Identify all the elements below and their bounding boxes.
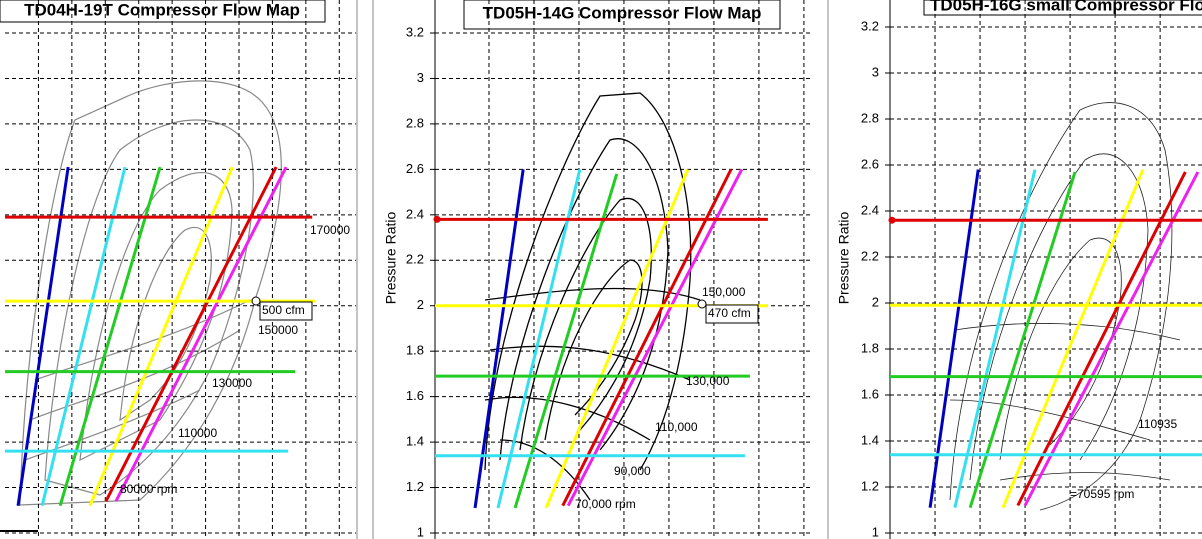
annotation: =70595 rpm — [1070, 487, 1134, 501]
annotation: 130,000 — [686, 374, 730, 388]
line — [114, 166, 288, 502]
y-tick-label: 3.2 — [861, 18, 879, 33]
line — [1001, 169, 1145, 509]
chart-title: TD05H-14G Compressor Flow Map — [483, 3, 762, 22]
annotation-box — [705, 304, 759, 324]
line — [104, 166, 278, 502]
y-tick-label: 1.6 — [406, 388, 424, 403]
series-group — [5, 166, 316, 507]
line — [544, 168, 690, 509]
line — [1016, 171, 1187, 507]
y-tick-label: 2.2 — [406, 252, 424, 267]
line — [16, 166, 70, 506]
annotation: 130000 — [212, 376, 252, 390]
line — [928, 169, 980, 508]
line — [88, 166, 234, 507]
y-axis-label: Pressure Ratio — [383, 211, 399, 304]
y-tick-label: 2.6 — [406, 161, 424, 176]
series-group — [890, 169, 1202, 509]
y-tick-label: 1 — [417, 524, 424, 539]
y-tick-label: 3 — [872, 64, 879, 79]
y-tick-label: 2.8 — [406, 115, 424, 130]
annotation: 90,000 — [614, 464, 651, 478]
y-tick-label: 1.2 — [406, 479, 424, 494]
contours-3 — [949, 102, 1181, 511]
y-tick-label: 1.4 — [861, 432, 879, 447]
y-tick-label: 1.4 — [406, 434, 424, 449]
y-tick-label: 3 — [417, 70, 424, 85]
line — [561, 168, 733, 507]
chart-title: TD05H-16G small Compressor Flow Map — [930, 0, 1202, 14]
y-tick-label: 2 — [417, 297, 424, 312]
line — [58, 166, 162, 507]
line — [953, 169, 1037, 509]
y-tick-label: 1.6 — [861, 386, 879, 401]
y-tick-label: 3.2 — [406, 24, 424, 39]
marker-dot — [888, 216, 896, 224]
annotation: 150,000 — [702, 285, 746, 299]
y-tick-label: 1 — [872, 524, 879, 539]
title-box — [0, 0, 326, 23]
y-tick-label: 1.8 — [406, 343, 424, 358]
annotation: 70,000 rpm — [575, 497, 636, 511]
y-tick-label: 2 — [872, 294, 879, 309]
annotation: 80000 rpm — [120, 482, 177, 496]
line — [566, 168, 744, 507]
annotation-box — [259, 301, 313, 321]
series-group — [435, 168, 768, 509]
annotation: 470 cfm — [708, 306, 751, 320]
annotation: 500 cfm — [262, 303, 305, 317]
y-tick-label: 2.4 — [861, 202, 879, 217]
annotation: 110000 — [178, 426, 217, 440]
line — [496, 169, 582, 509]
title-box — [463, 0, 781, 30]
y-tick-label: 2.6 — [861, 156, 879, 171]
annotation: 150000 — [258, 323, 298, 337]
contours-2 — [484, 92, 701, 501]
line — [968, 171, 1077, 509]
y-tick-label: 2.4 — [406, 206, 424, 221]
annotation-dot — [251, 296, 261, 306]
y-tick-label: 2.2 — [861, 248, 879, 263]
y-tick-label: 1.2 — [861, 478, 879, 493]
y-tick-label: 1.8 — [861, 340, 879, 355]
chart-title: TD04H-19T Compressor Flow Map — [24, 0, 300, 19]
annotation: 110,000 — [655, 420, 698, 434]
annotation: 170000 — [310, 223, 350, 237]
line — [513, 173, 619, 509]
y-axis-label: Pressure Ratio — [836, 211, 852, 304]
line — [473, 169, 525, 509]
annotation: 110935 — [1138, 417, 1177, 431]
title-box — [923, 0, 1202, 16]
y-tick-label: 2.8 — [861, 110, 879, 125]
marker-dot — [433, 215, 441, 223]
line — [1023, 171, 1200, 507]
annotation-dot — [697, 299, 707, 309]
line — [40, 166, 127, 507]
